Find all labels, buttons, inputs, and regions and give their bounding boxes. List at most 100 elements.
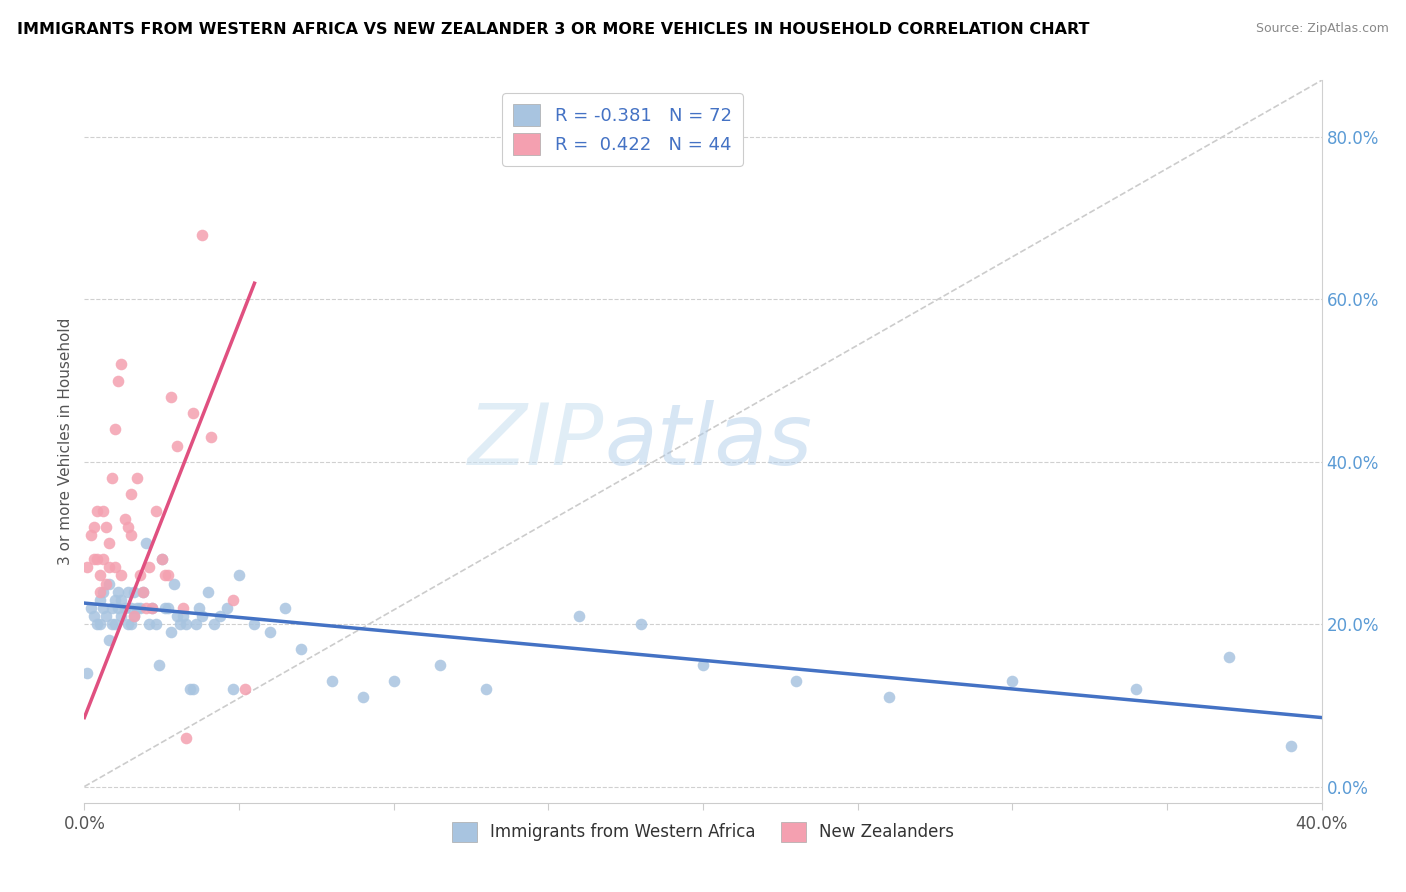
Point bbox=[94, 576, 117, 591]
Point bbox=[120, 487, 142, 501]
Point bbox=[181, 406, 204, 420]
Point bbox=[290, 641, 312, 656]
Point bbox=[120, 617, 142, 632]
Point bbox=[141, 601, 163, 615]
Point bbox=[187, 601, 209, 615]
Point bbox=[76, 665, 98, 680]
Point bbox=[89, 617, 111, 632]
Point bbox=[129, 568, 152, 582]
Point bbox=[117, 584, 139, 599]
Point bbox=[120, 601, 142, 615]
Point bbox=[150, 552, 173, 566]
Point bbox=[222, 682, 245, 697]
Point bbox=[138, 617, 160, 632]
Point bbox=[1001, 673, 1024, 688]
Text: ZIP: ZIP bbox=[468, 400, 605, 483]
Point bbox=[107, 374, 129, 388]
Point bbox=[86, 552, 108, 566]
Text: Source: ZipAtlas.com: Source: ZipAtlas.com bbox=[1256, 22, 1389, 36]
Point bbox=[114, 601, 136, 615]
Point bbox=[104, 422, 127, 436]
Point bbox=[79, 601, 101, 615]
Point bbox=[429, 657, 451, 672]
Point bbox=[91, 503, 114, 517]
Point bbox=[122, 584, 145, 599]
Point bbox=[79, 528, 101, 542]
Point bbox=[150, 552, 173, 566]
Point bbox=[83, 552, 105, 566]
Point bbox=[122, 609, 145, 624]
Point bbox=[215, 601, 238, 615]
Point bbox=[222, 592, 245, 607]
Point bbox=[132, 584, 155, 599]
Point bbox=[166, 609, 188, 624]
Point bbox=[382, 673, 405, 688]
Point bbox=[104, 617, 127, 632]
Point bbox=[138, 560, 160, 574]
Point bbox=[117, 617, 139, 632]
Point bbox=[91, 601, 114, 615]
Point bbox=[98, 536, 121, 550]
Point bbox=[83, 609, 105, 624]
Point bbox=[191, 227, 214, 242]
Point bbox=[160, 625, 183, 640]
Point bbox=[107, 584, 129, 599]
Y-axis label: 3 or more Vehicles in Household: 3 or more Vehicles in Household bbox=[58, 318, 73, 566]
Point bbox=[156, 568, 179, 582]
Point bbox=[122, 609, 145, 624]
Point bbox=[132, 584, 155, 599]
Point bbox=[91, 552, 114, 566]
Point bbox=[197, 584, 219, 599]
Point bbox=[86, 617, 108, 632]
Point bbox=[243, 617, 266, 632]
Point bbox=[86, 503, 108, 517]
Point bbox=[156, 601, 179, 615]
Text: atlas: atlas bbox=[605, 400, 813, 483]
Point bbox=[145, 617, 167, 632]
Point bbox=[135, 601, 157, 615]
Point bbox=[129, 601, 152, 615]
Point bbox=[114, 511, 136, 525]
Point bbox=[321, 673, 343, 688]
Point bbox=[160, 390, 183, 404]
Point bbox=[228, 568, 250, 582]
Point bbox=[89, 584, 111, 599]
Point bbox=[89, 592, 111, 607]
Point bbox=[98, 560, 121, 574]
Point bbox=[135, 536, 157, 550]
Point bbox=[83, 520, 105, 534]
Point bbox=[120, 528, 142, 542]
Point bbox=[104, 560, 127, 574]
Point bbox=[94, 520, 117, 534]
Point bbox=[209, 609, 232, 624]
Point bbox=[117, 520, 139, 534]
Point bbox=[107, 601, 129, 615]
Point bbox=[191, 609, 214, 624]
Point bbox=[101, 471, 124, 485]
Point bbox=[101, 601, 124, 615]
Point bbox=[104, 592, 127, 607]
Point bbox=[91, 584, 114, 599]
Point bbox=[630, 617, 652, 632]
Point bbox=[110, 592, 132, 607]
Text: IMMIGRANTS FROM WESTERN AFRICA VS NEW ZEALANDER 3 OR MORE VEHICLES IN HOUSEHOLD : IMMIGRANTS FROM WESTERN AFRICA VS NEW ZE… bbox=[17, 22, 1090, 37]
Point bbox=[125, 471, 148, 485]
Point bbox=[148, 657, 170, 672]
Point bbox=[1279, 739, 1302, 753]
Point bbox=[169, 617, 191, 632]
Point bbox=[145, 503, 167, 517]
Point bbox=[166, 439, 188, 453]
Legend: Immigrants from Western Africa, New Zealanders: Immigrants from Western Africa, New Zeal… bbox=[446, 815, 960, 848]
Point bbox=[125, 601, 148, 615]
Point bbox=[172, 609, 194, 624]
Point bbox=[110, 358, 132, 372]
Point bbox=[110, 568, 132, 582]
Point bbox=[568, 609, 591, 624]
Point bbox=[176, 617, 198, 632]
Point bbox=[176, 731, 198, 745]
Point bbox=[141, 601, 163, 615]
Point bbox=[692, 657, 714, 672]
Point bbox=[153, 601, 176, 615]
Point bbox=[76, 560, 98, 574]
Point bbox=[89, 568, 111, 582]
